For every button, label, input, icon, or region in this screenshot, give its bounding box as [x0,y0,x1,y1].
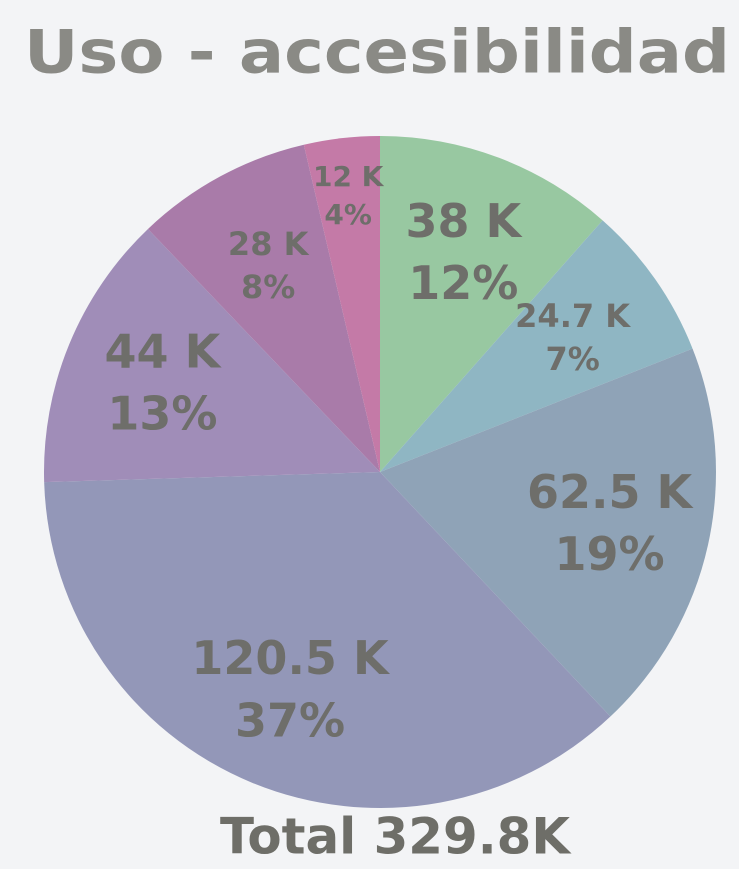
value-label: 62.5 K [527,465,695,519]
pie-slice [44,472,611,809]
percent-label: 19% [554,527,664,581]
value-label: 12 K [313,160,385,193]
pie-slice [380,348,717,717]
percent-label: 8% [241,268,295,306]
value-label: 28 K [228,225,310,263]
pie-slice [303,136,380,472]
value-label: 38 K [405,194,523,248]
pie-slice [380,136,603,472]
pie-slice [43,228,380,483]
value-label: 24.7 K [515,297,631,335]
percent-label: 7% [545,340,599,378]
percent-label: 13% [107,387,217,441]
pie-slice [147,144,380,473]
pie-slice [380,220,693,472]
chart-title: Uso - accesibilidad [24,18,730,88]
total-label: Total 329.8K [220,808,572,866]
percent-label: 4% [324,198,372,231]
value-label: 120.5 K [191,631,391,685]
percent-label: 37% [235,693,345,747]
value-label: 44 K [105,325,223,379]
percent-label: 12% [408,256,518,310]
